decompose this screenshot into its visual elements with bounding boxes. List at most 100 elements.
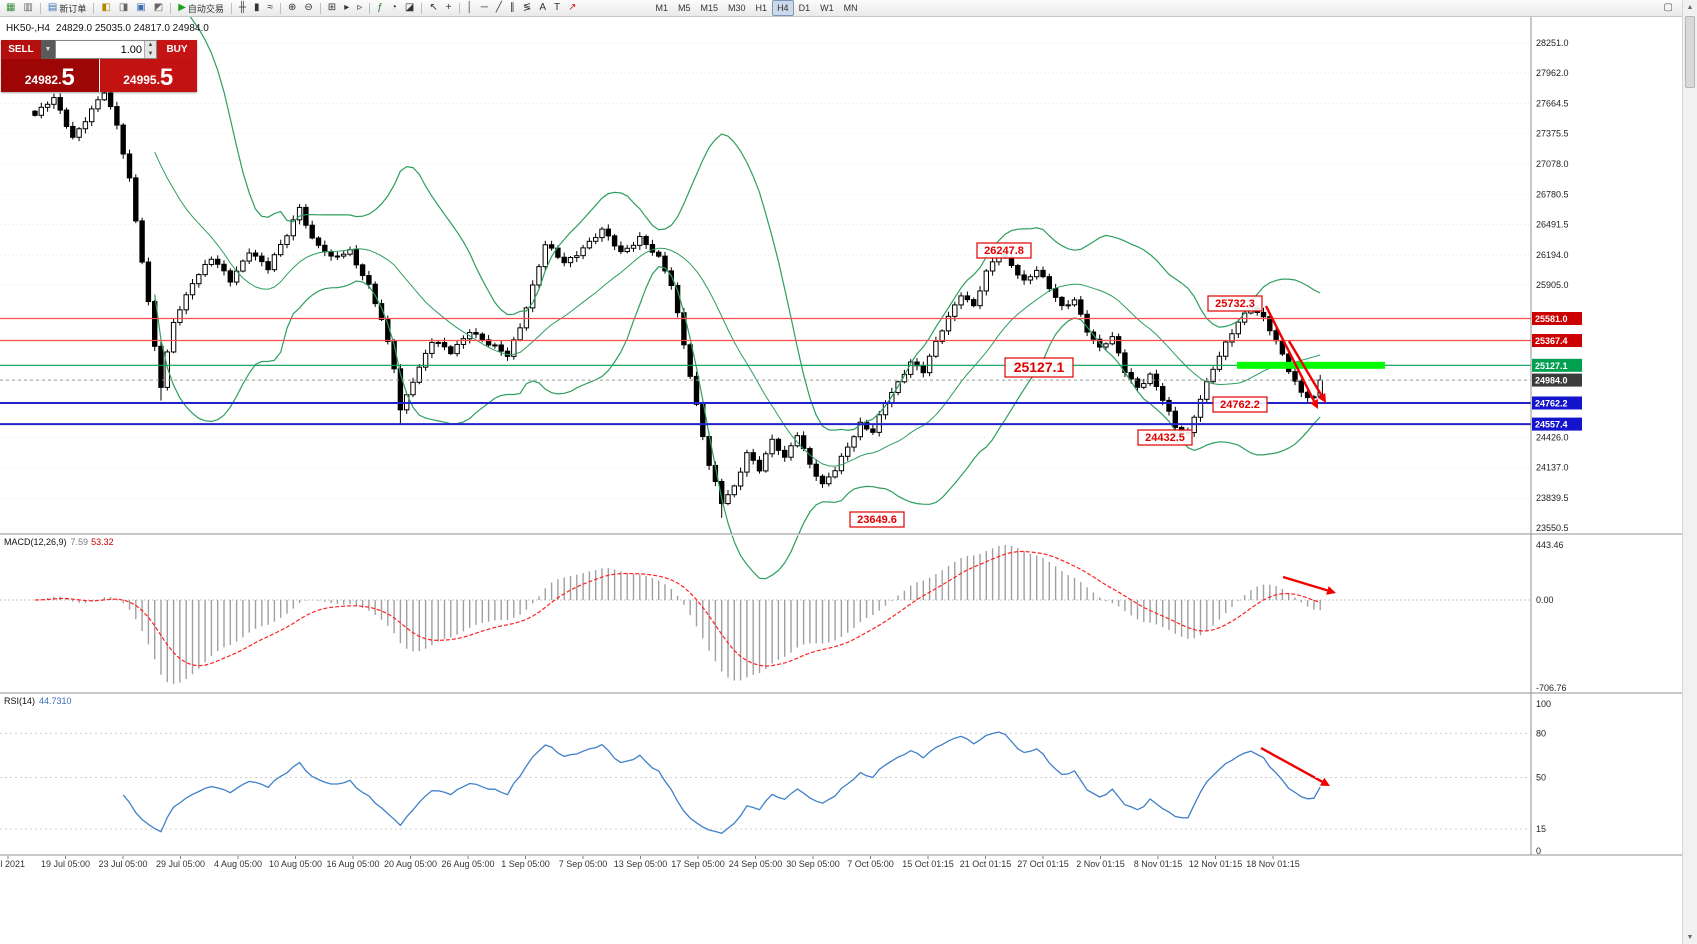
candle-body (1204, 381, 1210, 400)
candle-chart-mode[interactable]: ▮ (250, 0, 264, 16)
timeframe-mn[interactable]: MN (843, 3, 858, 13)
arrow-shaft[interactable] (1282, 575, 1328, 592)
price-tag (1532, 334, 1582, 348)
price-axis-label: 24426.0 (1536, 433, 1569, 443)
scrollbar-thumb[interactable] (1685, 16, 1695, 88)
new-order[interactable]: ▤ 新订单 (44, 0, 90, 16)
bar-chart-mode[interactable]: ╫ (235, 0, 250, 16)
vertical-scrollbar[interactable]: ▲ ▼ (1682, 0, 1697, 944)
volume-input[interactable] (56, 41, 144, 58)
candle-body (397, 368, 404, 411)
sell-button[interactable]: SELL (1, 40, 41, 59)
volume-step-down-icon[interactable]: ▼ (147, 50, 154, 57)
arrow-shaft[interactable] (1264, 305, 1316, 402)
timeframe-d1[interactable]: D1 (798, 3, 811, 13)
time-axis-label: 26 Aug 05:00 (441, 859, 494, 869)
timeframe-m1[interactable]: M1 (655, 3, 668, 13)
timeframe-h1[interactable]: H1 (755, 3, 768, 13)
timeframe-m15[interactable]: M15 (700, 3, 719, 13)
indicators[interactable]: ƒ (373, 0, 387, 16)
chart-window-button[interactable]: ▢ (1660, 0, 1677, 16)
buy-price-button[interactable]: 24995. 5 (99, 59, 197, 92)
horizontal-line-tool[interactable]: ─ (477, 0, 492, 16)
arrows-tool[interactable]: ↗ (564, 0, 580, 16)
timeframe-m5[interactable]: M5 (678, 3, 691, 13)
time-axis-label: 23 Jul 05:00 (98, 859, 147, 869)
chart-shift[interactable]: ▹ (353, 0, 366, 16)
zoom-out-icon: ⊖ (304, 2, 313, 13)
candle-body (303, 206, 309, 226)
candle-chart-mode-icon: ▮ (254, 2, 260, 13)
cursor-tool[interactable]: ↖ (425, 0, 441, 16)
templates[interactable]: ◪ (401, 0, 418, 16)
time-axis-label: 30 Sep 05:00 (786, 859, 840, 869)
sell-price-button[interactable]: 24982. 5 (1, 59, 100, 92)
scroll-down-icon[interactable]: ▼ (1686, 933, 1694, 941)
zoom-in[interactable]: ⊕ (284, 0, 300, 16)
annotation-box[interactable] (1212, 396, 1268, 413)
fibonacci-tool[interactable]: ≶ (519, 0, 535, 16)
trend-arrows[interactable] (1260, 305, 1336, 786)
candle-body (252, 252, 259, 257)
periods-menu[interactable]: ◔ (387, 0, 401, 16)
profiles[interactable]: ▥ (19, 0, 36, 16)
arrow-shaft[interactable] (1260, 746, 1323, 783)
rsi-axis-label: 80 (1536, 728, 1546, 738)
candle-body (794, 435, 800, 447)
annotation-box[interactable] (1207, 295, 1263, 312)
new-chart-icon: ▦ (6, 2, 16, 13)
data-window[interactable]: ◨ (115, 0, 132, 16)
volume-step-up-icon[interactable]: ▲ (147, 42, 154, 49)
market-watch[interactable]: ◧ (97, 0, 114, 16)
annotation-box[interactable] (1137, 429, 1193, 446)
candle-body (120, 124, 126, 155)
auto-scroll[interactable]: ▸ (340, 0, 353, 16)
time-axis-label: 7 Sep 05:00 (559, 859, 608, 869)
buy-button[interactable]: BUY (157, 40, 197, 59)
candle-body (429, 341, 435, 354)
timeframe-w1[interactable]: W1 (820, 3, 834, 13)
navigator[interactable]: ▣ (132, 0, 149, 16)
volume-dropdown-icon[interactable]: ▼ (41, 40, 55, 59)
trendline-tool[interactable]: ╱ (492, 0, 506, 16)
price-tag-text: 25581.0 (1535, 314, 1568, 324)
zoom-out[interactable]: ⊖ (300, 0, 316, 16)
tile-windows[interactable]: ⊞ (324, 0, 340, 16)
label-tool[interactable]: T (550, 0, 564, 16)
candle-body (517, 327, 523, 341)
scroll-up-icon[interactable]: ▲ (1686, 3, 1694, 11)
candle-body (38, 106, 44, 116)
candle-body (221, 263, 227, 272)
crosshair-tool[interactable]: + (442, 0, 456, 16)
auto-trading[interactable]: ▶ 自动交易 (174, 0, 228, 16)
arrow-shaft[interactable] (1287, 340, 1323, 396)
macd-label: MACD(12,26,9) 7.59 53.32 (4, 537, 114, 547)
new-chart[interactable]: ▦ (2, 0, 19, 16)
price-axis-label: 28251.0 (1536, 38, 1569, 48)
channel-tool[interactable]: ∥ (506, 0, 519, 16)
line-chart-mode[interactable]: ≈ (264, 0, 278, 16)
green-highlight-band[interactable] (1237, 361, 1385, 369)
candle-body (44, 103, 51, 108)
annotation-text: 25732.3 (1215, 298, 1255, 310)
horizontal-line-objects[interactable] (0, 317, 1531, 426)
rsi-value: 44.7310 (39, 696, 72, 706)
timeframe-m30[interactable]: M30 (728, 3, 746, 13)
annotation-box[interactable] (976, 242, 1032, 259)
timeframe-h4[interactable]: H4 (772, 0, 794, 16)
price-annotations[interactable]: 26247.8 25732.3 25127.1 24762.2 24432.5 23649… (849, 242, 1268, 528)
annotation-box[interactable] (1004, 357, 1074, 378)
annotation-box[interactable] (849, 511, 905, 528)
toolbar-separator (230, 2, 232, 14)
price-tag (1532, 396, 1582, 410)
candle-body (832, 470, 838, 478)
candle-body (693, 375, 700, 405)
candle-body (964, 295, 971, 301)
terminal[interactable]: ◩ (150, 0, 167, 16)
candle-body (857, 421, 863, 438)
candle-body (561, 256, 567, 264)
vertical-line-tool[interactable]: │ (463, 0, 477, 16)
candle-body (70, 125, 76, 138)
text-tool[interactable]: A (535, 0, 550, 16)
